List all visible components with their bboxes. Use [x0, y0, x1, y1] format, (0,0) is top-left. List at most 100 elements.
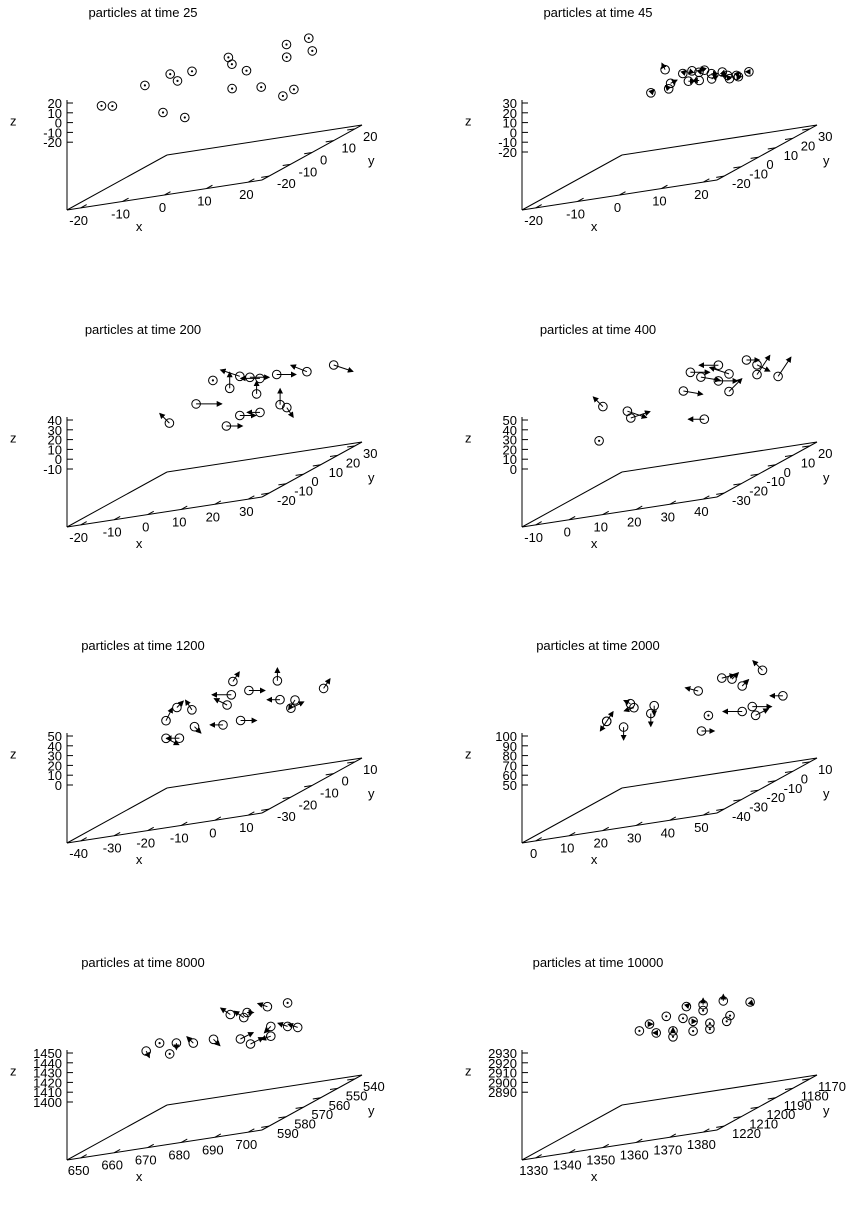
panel-6: particles at time 2000 0 10 20 30 40 50 x -40-30…	[465, 638, 832, 867]
particle-marker	[745, 997, 755, 1007]
x-tick	[248, 1128, 255, 1133]
panel-8: particles at time 10000 1330 1340 1350 1360 1…	[465, 955, 846, 1184]
x-tick	[703, 178, 710, 183]
x-tick	[164, 191, 171, 196]
y-tick	[295, 1106, 304, 1109]
z-tick-label: -10	[498, 135, 517, 150]
x-tick-label: 690	[202, 1142, 224, 1157]
y-tick-label: -20	[299, 797, 318, 812]
velocity-dot	[281, 94, 284, 98]
velocity-arrow	[256, 1002, 268, 1008]
velocity-arrow	[213, 1038, 221, 1047]
velocity-dot	[227, 56, 230, 59]
y-tick	[282, 796, 291, 800]
y-tick-label: -20	[277, 493, 296, 508]
velocity-dot	[230, 63, 233, 66]
particle-marker	[241, 65, 252, 76]
velocity-arrow	[623, 706, 635, 713]
y-axis-line	[716, 1074, 818, 1131]
particle-marker	[724, 73, 735, 84]
back-left-edge	[66, 787, 168, 844]
x-tick-label: -20	[136, 836, 155, 851]
y-tick-label: 20	[801, 138, 815, 153]
y-axis-label: y	[368, 786, 375, 801]
velocity-arrow	[670, 79, 678, 86]
x-axis-line	[66, 496, 263, 528]
y-tick	[750, 789, 759, 792]
z-tick-label: 50	[503, 413, 517, 428]
velocity-dot	[183, 116, 186, 119]
y-tick	[733, 1116, 742, 1119]
particle-marker	[750, 710, 761, 721]
x-tick-label: 1380	[687, 1137, 716, 1152]
particle-marker	[328, 360, 339, 370]
y-axis-line	[261, 441, 363, 498]
x-tick-label: 700	[235, 1137, 257, 1152]
panel-title: particles at time 25	[88, 5, 197, 20]
velocity-arrow	[165, 707, 173, 721]
velocity-dot	[143, 84, 146, 87]
y-tick	[716, 1125, 725, 1128]
velocity-dot	[231, 87, 234, 90]
y-tick	[733, 166, 742, 169]
velocity-arrow	[260, 1034, 271, 1041]
particle-marker	[693, 686, 703, 696]
particles	[161, 667, 331, 746]
particle-marker	[668, 1026, 678, 1036]
x-axis-label: x	[591, 536, 598, 551]
y-tick-label: 10	[363, 762, 377, 777]
particle-marker	[164, 1049, 175, 1059]
panel-3: particles at time 200-20 -10 0 10 20 30x-20-1…	[10, 322, 377, 551]
y-tick-label: -40	[732, 809, 751, 824]
velocity-dot	[725, 1020, 728, 1023]
y-tick-label: 0	[801, 771, 808, 786]
y-tick	[304, 152, 313, 155]
y-tick	[750, 473, 759, 476]
particle-marker	[681, 1001, 692, 1012]
z-tick-label: 20	[48, 433, 62, 448]
velocity-dot	[702, 1009, 705, 1012]
x-tick-label: -20	[69, 213, 88, 228]
y-tick-label: -10	[766, 474, 785, 489]
velocity-dot	[286, 1001, 289, 1004]
velocity-dot	[681, 1017, 685, 1020]
z-tick-label: 2930	[488, 1046, 517, 1061]
velocity-dot	[211, 379, 214, 382]
particle-marker	[289, 84, 299, 95]
x-tick	[113, 516, 121, 521]
particle-marker	[668, 1032, 678, 1042]
x-tick	[568, 516, 576, 521]
y-tick-label: 550	[346, 1088, 368, 1103]
x-tick-label: 50	[694, 820, 708, 835]
y-tick	[325, 140, 334, 143]
velocity-dot	[168, 1052, 171, 1055]
y-tick-label: -20	[277, 176, 296, 191]
velocity-dot	[707, 714, 710, 717]
y-tick-label: 560	[329, 1098, 351, 1113]
particle-marker	[678, 386, 689, 396]
velocity-arrow	[289, 364, 308, 373]
back-top-edge	[621, 441, 818, 473]
panel-4: particles at time 400-10 0 10 20 30 40x-30-20…	[465, 322, 832, 551]
particles	[592, 354, 792, 446]
particle-marker	[644, 1019, 655, 1029]
x-tick	[669, 816, 677, 821]
x-tick-label: -10	[524, 530, 543, 545]
x-tick-label: 1330	[519, 1163, 548, 1178]
x-tick	[113, 1149, 121, 1154]
x-axis-line	[521, 496, 718, 528]
x-tick	[535, 204, 542, 209]
x-axis-label: x	[591, 852, 598, 867]
x-tick-label: 0	[530, 846, 537, 861]
particle-marker	[757, 665, 768, 676]
z-tick-label: 10	[48, 768, 62, 783]
particle-marker	[281, 39, 292, 50]
velocity-dot	[728, 1014, 732, 1017]
y-tick	[295, 473, 304, 476]
z-axis-label: z	[465, 114, 472, 129]
y-tick-label: 0	[766, 157, 773, 172]
velocity-dot	[285, 56, 288, 59]
y-tick	[750, 1106, 759, 1109]
y-tick	[329, 454, 338, 458]
particle-marker	[646, 88, 656, 98]
